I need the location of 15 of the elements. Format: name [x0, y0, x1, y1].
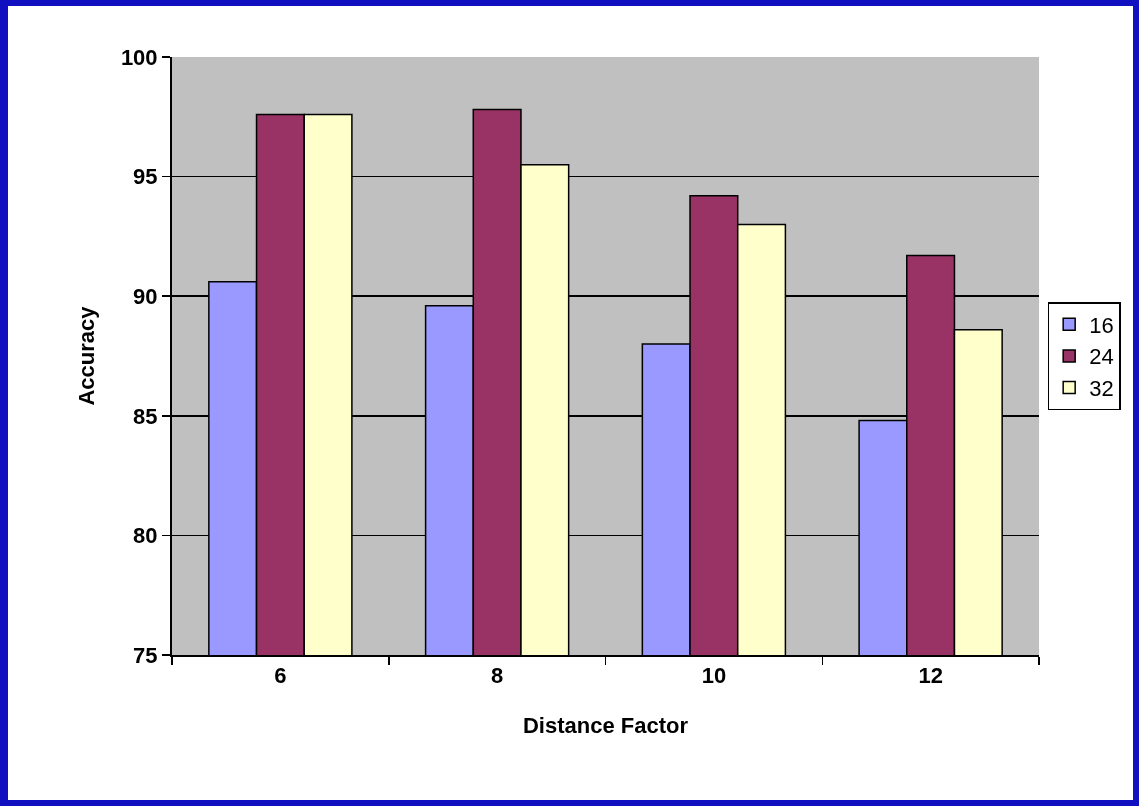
x-axis-title: Distance Factor: [522, 712, 689, 738]
x-tick-label: 10: [701, 663, 727, 689]
legend-label: 16: [1089, 312, 1114, 338]
y-tick-label: 80: [133, 523, 158, 549]
legend-label: 32: [1089, 376, 1114, 402]
y-tick-label: 95: [133, 164, 158, 190]
y-tick-label: 75: [133, 642, 158, 668]
y-axis-title: Accuracy: [74, 305, 100, 406]
y-tick-label: 85: [133, 403, 158, 429]
y-tick-label: 100: [120, 44, 158, 70]
legend-label: 24: [1089, 344, 1114, 370]
y-tick-label: 90: [133, 283, 158, 309]
x-tick-label: 12: [918, 663, 943, 689]
x-tick-label: 8: [491, 663, 504, 689]
x-tick-label: 6: [274, 663, 287, 689]
